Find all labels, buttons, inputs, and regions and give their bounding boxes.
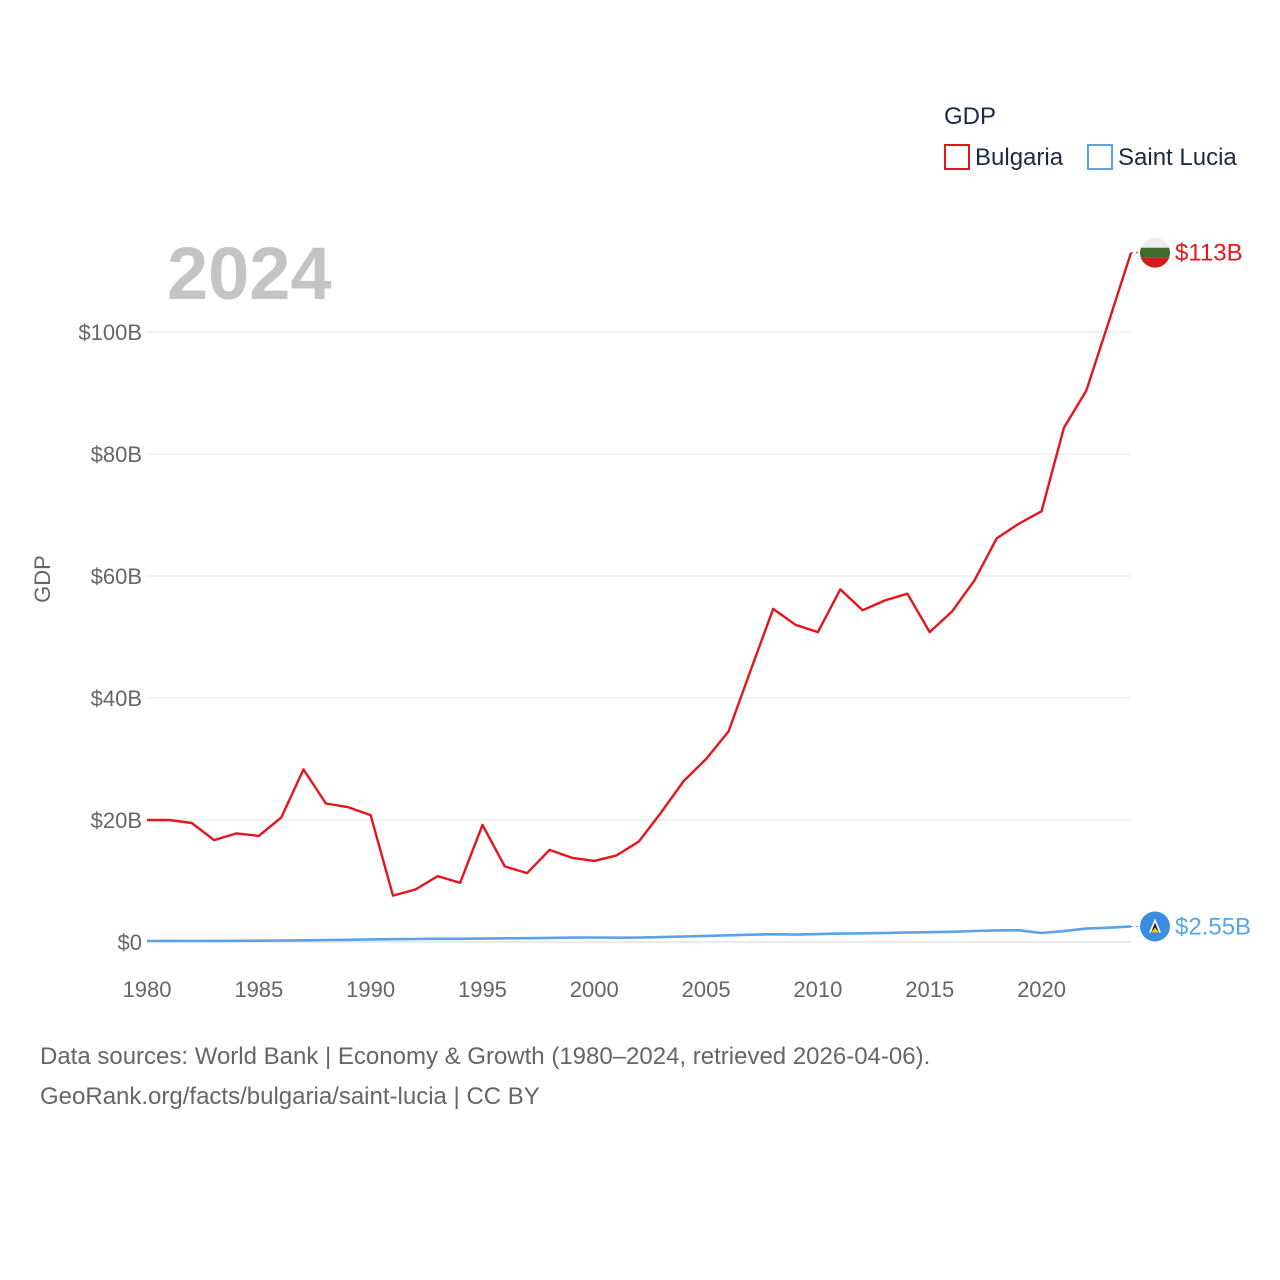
end-value-label-saint-lucia: $2.55B: [1175, 913, 1251, 940]
x-tick-label: 2010: [793, 977, 842, 1002]
bulgaria-flag-icon: [1140, 237, 1170, 268]
x-axis-ticks: 1980 1985 1990 1995 2000 2005 2010 2015 2020: [123, 977, 1066, 1002]
gdp-line-chart: $0 $20B $40B $60B $80B $100B 1980 1985 1990 1995…: [30, 103, 1251, 1002]
y-tick-label: $0: [118, 930, 142, 955]
saint-lucia-flag-icon: [1140, 911, 1170, 942]
y-tick-label: $60B: [91, 564, 142, 589]
x-tick-label: 2000: [570, 977, 619, 1002]
x-tick-label: 1995: [458, 977, 507, 1002]
x-tick-label: 1990: [346, 977, 395, 1002]
legend-swatch-bulgaria: [944, 144, 970, 170]
series-line-saint-lucia: [146, 925, 1132, 943]
x-tick-label: 2020: [1017, 977, 1066, 1002]
legend-title: GDP: [944, 103, 996, 130]
end-value-label-bulgaria: $113B: [1175, 240, 1243, 267]
legend-item-bulgaria[interactable]: Bulgaria: [944, 144, 1064, 171]
legend-swatch-saint-lucia: [1087, 144, 1113, 170]
series-lines: [146, 252, 1133, 943]
footer-attribution: GeoRank.org/facts/bulgaria/saint-lucia |…: [40, 1083, 540, 1110]
x-tick-label: 1980: [123, 977, 172, 1002]
y-tick-label: $80B: [91, 442, 142, 467]
end-markers: $113B $2.55B: [1131, 237, 1251, 942]
legend: GDP Bulgaria Saint Lucia: [944, 103, 1237, 171]
y-axis-title: GDP: [30, 555, 55, 603]
legend-label-saint-lucia: Saint Lucia: [1118, 144, 1237, 171]
y-tick-label: $20B: [91, 808, 142, 833]
legend-label-bulgaria: Bulgaria: [975, 144, 1064, 171]
y-tick-label: $40B: [91, 686, 142, 711]
footer-sources: Data sources: World Bank | Economy & Gro…: [40, 1043, 931, 1070]
x-tick-label: 1985: [234, 977, 283, 1002]
y-axis-ticks: $0 $20B $40B $60B $80B $100B: [78, 320, 142, 955]
series-line-bulgaria: [147, 252, 1133, 897]
x-tick-label: 2005: [682, 977, 731, 1002]
y-tick-label: $100B: [78, 320, 142, 345]
year-label: 2024: [167, 232, 332, 315]
x-tick-label: 2015: [905, 977, 954, 1002]
legend-item-saint-lucia[interactable]: Saint Lucia: [1087, 144, 1237, 171]
gridlines: [147, 331, 1131, 943]
